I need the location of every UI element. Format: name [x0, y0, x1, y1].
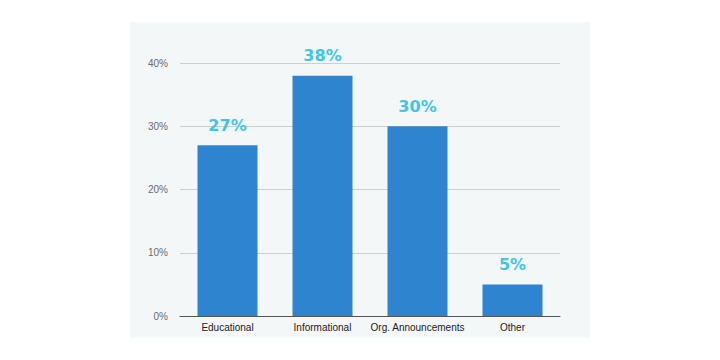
- svg-text:30%: 30%: [398, 97, 436, 116]
- svg-text:Informational: Informational: [294, 322, 352, 333]
- svg-text:Other: Other: [500, 322, 526, 333]
- svg-text:30%: 30%: [148, 121, 168, 132]
- svg-text:10%: 10%: [148, 247, 168, 258]
- svg-text:27%: 27%: [208, 116, 246, 135]
- svg-text:Educational: Educational: [201, 322, 253, 333]
- svg-text:38%: 38%: [303, 46, 341, 65]
- svg-text:Org. Announcements: Org. Announcements: [371, 322, 465, 333]
- svg-text:20%: 20%: [148, 184, 168, 195]
- svg-text:40%: 40%: [148, 58, 168, 69]
- svg-text:0%: 0%: [154, 311, 169, 322]
- svg-text:5%: 5%: [499, 255, 526, 274]
